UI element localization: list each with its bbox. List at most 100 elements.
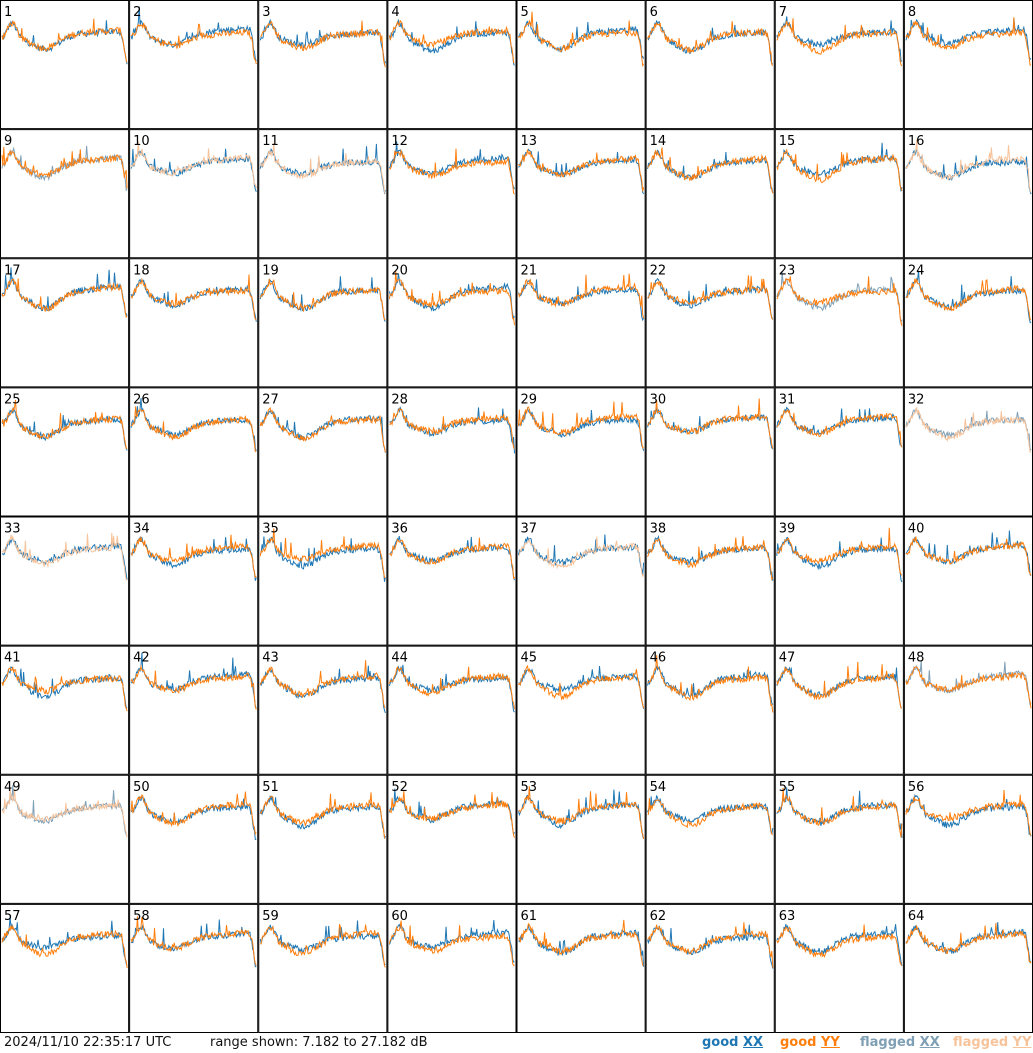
series-xx-58 [130,919,257,968]
panel-46: 46 [645,645,775,775]
panel-label: 33 [4,522,21,537]
panel-label: 53 [521,780,538,795]
panel-frame [129,387,259,517]
panel-frame [0,903,130,1033]
panel-43: 43 [258,645,388,775]
series-yy-49 [1,788,128,838]
panel-label: 26 [133,392,150,407]
panel-45: 45 [516,645,646,775]
panel-39: 39 [774,516,904,646]
series-xx-22 [647,277,774,320]
series-xx-36 [389,535,515,581]
panel-frame [903,774,1033,904]
series-yy-19 [259,278,386,321]
panel-47: 47 [774,645,904,775]
panel-25: 25 [0,387,130,517]
series-yy-34 [130,534,257,579]
panel-30: 30 [645,387,775,517]
panel-frame [645,258,775,388]
series-yy-35 [259,528,386,579]
panel-2: 2 [129,0,259,130]
series-xx-39 [776,536,903,583]
series-yy-63 [776,924,903,966]
series-yy-61 [518,919,644,966]
panel-49: 49 [0,774,130,904]
series-yy-39 [776,527,903,576]
panel-label: 30 [650,392,667,407]
series-yy-59 [260,923,386,968]
panel-31: 31 [774,387,904,517]
series-yy-21 [518,273,645,319]
panel-label: 48 [908,651,925,666]
panel-label: 24 [908,263,925,278]
panel-frame [645,129,775,259]
panel-10: 10 [129,129,259,259]
panel-label: 18 [133,263,150,278]
series-yy-7 [776,18,903,67]
series-yy-47 [776,661,902,709]
panel-frame [258,774,388,904]
panel-frame [0,129,130,259]
panel-22: 22 [645,258,775,388]
panel-54: 54 [645,774,775,904]
series-yy-27 [259,406,386,453]
panel-frame [645,387,775,517]
series-xx-46 [647,665,774,705]
series-xx-41 [1,666,128,710]
panel-frame [903,387,1033,517]
panel-label: 57 [4,909,21,924]
panel-label: 6 [650,5,658,20]
series-yy-29 [518,401,644,449]
panel-57: 57 [0,903,130,1033]
footer: 2024/11/10 22:35:17 UTC range shown: 7.1… [0,1033,1033,1053]
panel-6: 6 [645,0,775,130]
series-yy-20 [388,270,515,326]
series-yy-64 [905,922,1032,964]
series-yy-54 [647,798,774,835]
series-yy-12 [389,148,515,195]
panel-frame [645,516,775,646]
panel-frame [0,258,130,388]
panel-24: 24 [903,258,1033,388]
panel-label: 25 [4,392,21,407]
panel-frame [0,645,130,775]
panel-frame [129,258,259,388]
panel-label: 3 [262,5,270,20]
panel-33: 33 [0,516,130,646]
panel-label: 37 [521,522,538,537]
panel-48: 48 [903,645,1033,775]
series-yy-30 [647,398,774,449]
legend-item-flagged-xx: flagged XX [860,1035,940,1050]
series-yy-22 [647,275,774,320]
panel-label: 46 [650,651,667,666]
panel-label: 2 [133,5,141,20]
panel-frame [129,0,259,130]
panel-label: 51 [262,780,279,795]
panel-14: 14 [645,129,775,259]
panel-58: 58 [129,903,259,1033]
panel-frame [129,774,259,904]
panel-frame [387,387,517,517]
panel-label: 21 [521,263,538,278]
series-xx-54 [647,795,774,835]
panel-label: 54 [650,780,667,795]
series-xx-35 [259,536,386,582]
series-xx-7 [776,16,903,63]
panel-label: 34 [133,522,150,537]
series-yy-13 [518,149,645,192]
panel-label: 60 [391,909,408,924]
series-yy-48 [905,666,1032,709]
panel-frame [645,0,775,130]
panel-label: 7 [779,5,787,20]
panel-frame [129,129,259,259]
panel-20: 20 [387,258,517,388]
series-yy-24 [905,278,1032,321]
panel-frame [258,129,388,259]
legend-item-good-yy: good YY [780,1035,840,1050]
panel-frame [258,0,388,130]
panel-12: 12 [387,129,517,259]
panel-label: 15 [779,134,796,149]
series-yy-6 [647,21,774,67]
series-yy-40 [905,536,1032,576]
